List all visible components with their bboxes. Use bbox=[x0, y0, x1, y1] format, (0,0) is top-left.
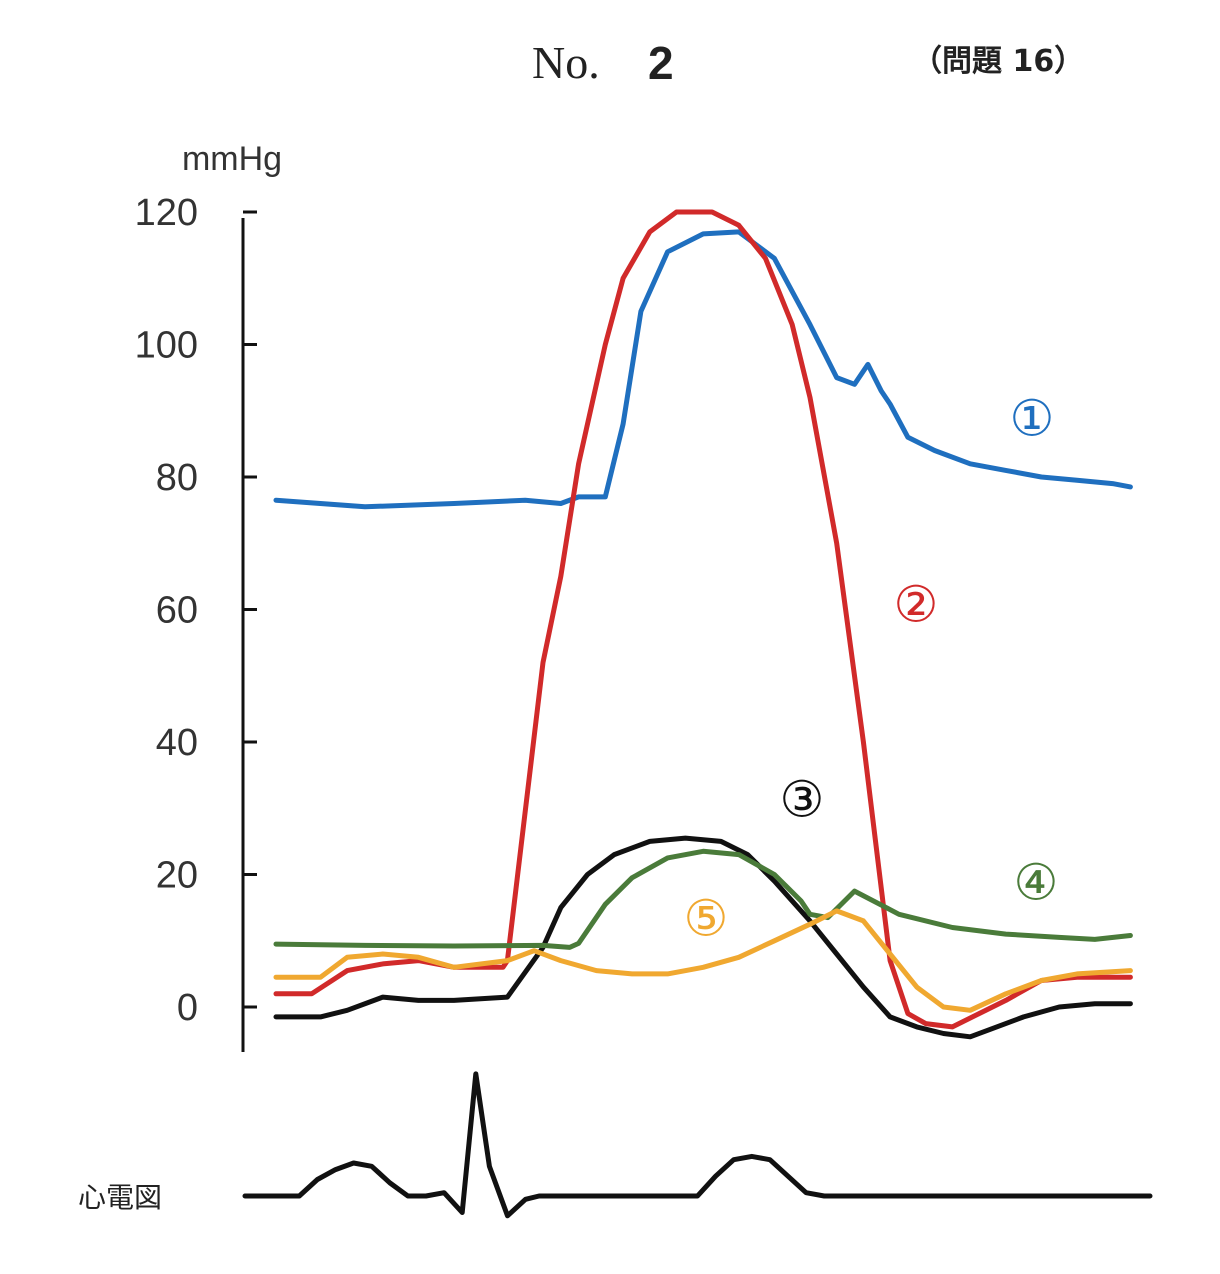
chart-number-label: No. bbox=[532, 37, 600, 88]
series-label-5: ⑤ bbox=[684, 890, 729, 948]
series-line-3 bbox=[273, 835, 1133, 1040]
y-tick-label: 40 bbox=[156, 722, 198, 764]
series-label-4: ④ bbox=[1014, 854, 1059, 912]
ecg-line bbox=[242, 1071, 1153, 1219]
y-tick-label: 0 bbox=[177, 987, 198, 1029]
series-label-2: ② bbox=[894, 576, 939, 634]
series-line-5 bbox=[273, 908, 1133, 1013]
y-tick-label: 60 bbox=[156, 590, 198, 632]
y-axis-ticks: 0 20 40 60 80 100 120 bbox=[135, 192, 257, 1029]
y-tick-label: 80 bbox=[156, 457, 198, 499]
series-lines bbox=[273, 209, 1133, 1040]
y-tick-label: 120 bbox=[135, 192, 198, 234]
ecg-label: 心電図 bbox=[78, 1181, 162, 1214]
series-line-1 bbox=[273, 229, 1133, 510]
ecg-trace bbox=[242, 1071, 1153, 1219]
series-label-1: ① bbox=[1010, 390, 1055, 448]
series-line-4 bbox=[273, 848, 1133, 950]
y-axis-unit-label: mmHg bbox=[182, 140, 282, 178]
y-tick-label: 20 bbox=[156, 855, 198, 897]
question-reference: （問題 16） bbox=[912, 44, 1085, 79]
series-label-3: ③ bbox=[780, 771, 825, 829]
y-tick-label: 100 bbox=[135, 325, 198, 367]
series-labels: ① ② ③ ④ ⑤ bbox=[684, 390, 1059, 948]
chart-number-value: 2 bbox=[648, 37, 674, 89]
